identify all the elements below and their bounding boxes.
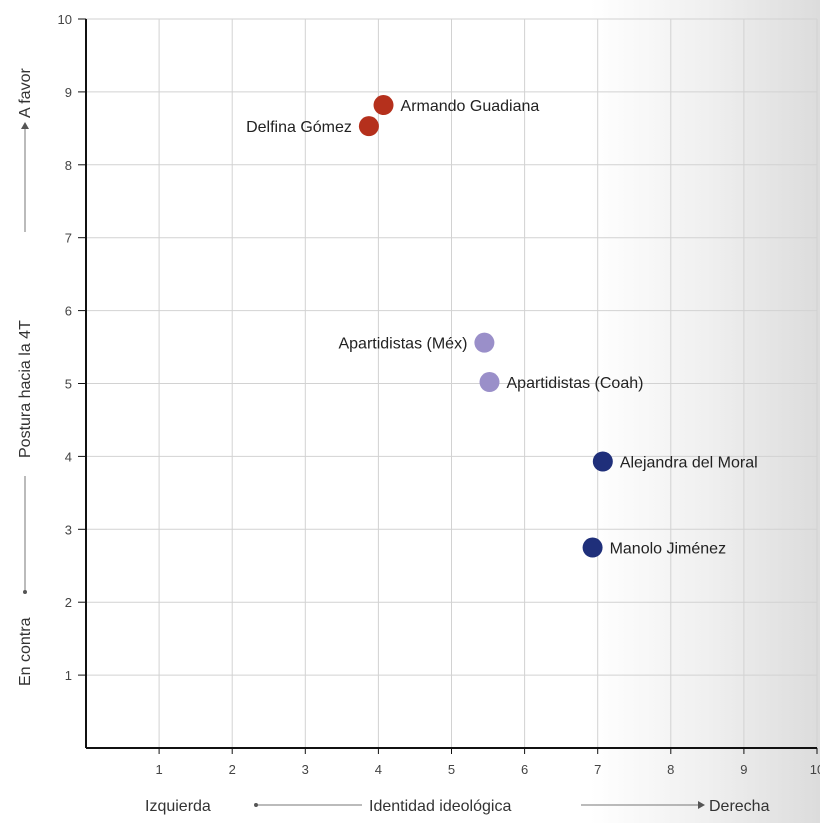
x-tick-label: 8 [667,762,674,777]
point-label: Delfina Gómez [246,119,352,136]
y-tick-label: 10 [58,12,72,27]
y-axis-arrowhead [21,122,29,129]
x-ticks: 1 2 3 4 5 6 7 8 9 10 [155,748,820,777]
point-label: Apartidistas (Coah) [507,375,644,392]
grid [86,18,818,748]
data-point [479,372,500,393]
y-tick-label: 7 [65,231,72,246]
y-tick-label: 5 [65,377,72,392]
y-axis-center-label: Postura hacia la 4T [17,320,34,458]
x-tick-label: 6 [521,762,528,777]
y-tick-label: 4 [65,449,72,464]
x-axis-right-label: Derecha [709,798,770,815]
y-ticks: 1 2 3 4 5 6 7 8 9 10 [58,12,86,683]
y-tick-label: 8 [65,158,72,173]
x-tick-label: 5 [448,762,455,777]
x-tick-label: 3 [302,762,309,777]
y-tick-label: 2 [65,595,72,610]
y-axis-bottom-bullet [23,590,27,594]
y-tick-label: 9 [65,85,72,100]
y-axis-title: En contra Postura hacia la 4T A favor [17,68,34,686]
x-axis-arrowhead [698,801,705,809]
data-point [582,537,603,558]
x-axis-left-bullet [254,803,258,807]
x-axis-title: Izquierda Identidad ideológica Derecha [145,798,770,815]
y-axis-top-label: A favor [17,68,34,118]
data-point [592,451,613,472]
x-tick-label: 4 [375,762,382,777]
data-point [474,332,495,353]
x-axis-center-label: Identidad ideológica [369,798,511,815]
x-axis-left-label: Izquierda [145,798,211,815]
x-tick-label: 1 [155,762,162,777]
data-point [358,116,379,137]
point-label: Armando Guadiana [401,98,540,115]
y-tick-label: 3 [65,522,72,537]
point-label: Manolo Jiménez [610,541,727,558]
point-label: Alejandra del Moral [620,455,758,472]
y-tick-label: 6 [65,304,72,319]
x-tick-label: 2 [229,762,236,777]
x-tick-label: 9 [740,762,747,777]
x-tick-label: 7 [594,762,601,777]
data-point [373,95,394,116]
y-tick-label: 1 [65,668,72,683]
data-points: Armando Guadiana Delfina Gómez Apartidista… [246,95,758,558]
point-label: Apartidistas (Méx) [338,336,467,353]
y-axis-bottom-label: En contra [17,617,34,686]
x-tick-label: 10 [810,762,820,777]
